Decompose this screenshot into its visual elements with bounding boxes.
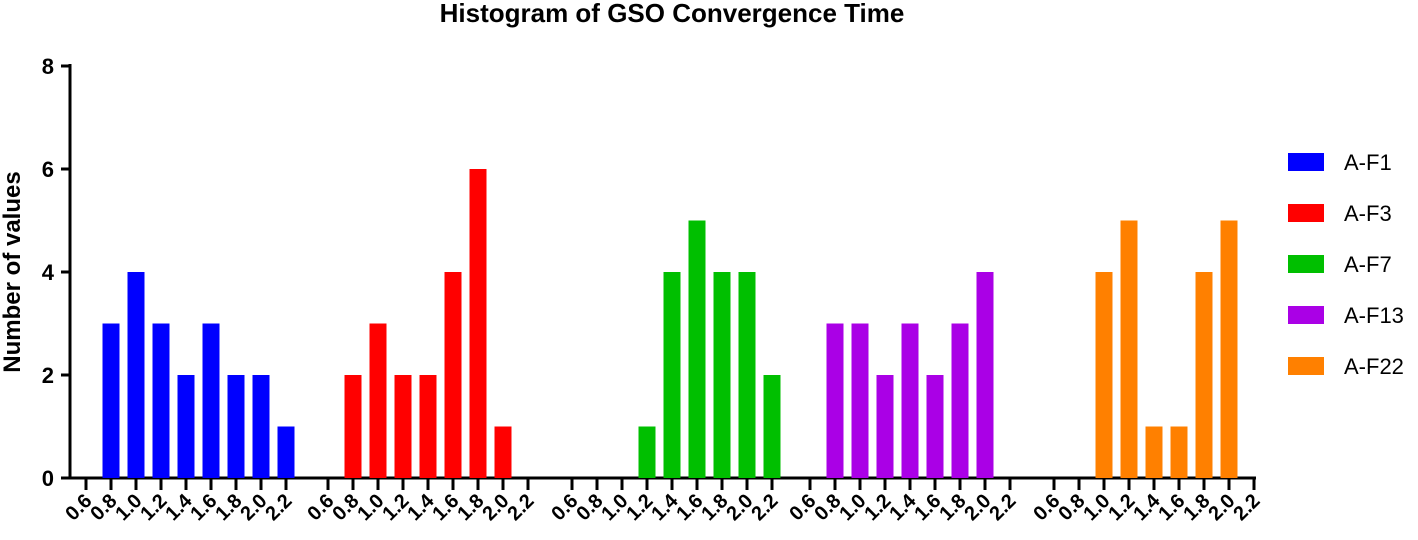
bar-a-f3-bin-1.0 (369, 323, 387, 478)
chart-title: Histogram of GSO Convergence Time (440, 0, 905, 28)
legend: A-F1 A-F3 A-F7 A-F13 A-F22 (1288, 150, 1404, 379)
bar-a-f7-bin-1.6 (688, 220, 706, 478)
x-tick-label: 2.2 (747, 490, 782, 525)
legend-label: A-F1 (1344, 150, 1392, 175)
y-tick-label: 4 (42, 260, 55, 285)
legend-swatch (1288, 255, 1324, 273)
bar-a-f13-bin-0.8 (826, 323, 844, 478)
legend-swatch (1288, 153, 1324, 171)
bar-a-f7-bin-1.8 (713, 272, 731, 478)
bar-a-f3-bin-1.2 (394, 375, 412, 478)
bar-a-f1-bin-1.6 (202, 323, 220, 478)
bar-a-f7-bin-1.4 (663, 272, 681, 478)
y-tick-label: 6 (42, 157, 54, 182)
bar-a-f13-bin-1.6 (926, 375, 944, 478)
bar-a-f1-bin-0.8 (102, 323, 120, 478)
bar-a-f1-bin-1.4 (177, 375, 195, 478)
legend-label: A-F13 (1344, 303, 1404, 328)
legend-label: A-F7 (1344, 252, 1392, 277)
bar-a-f22-bin-1.8 (1195, 272, 1213, 478)
bar-a-f1-bin-1.8 (227, 375, 245, 478)
bar-a-f13-bin-1.0 (851, 323, 869, 478)
bar-a-f1-bin-2.2 (277, 426, 295, 478)
bar-a-f1-bin-2.0 (252, 375, 270, 478)
legend-label: A-F3 (1344, 201, 1392, 226)
legend-swatch (1288, 204, 1324, 222)
bar-a-f22-bin-1.0 (1095, 272, 1113, 478)
bar-a-f22-bin-2.0 (1220, 220, 1238, 478)
y-tick-label: 8 (42, 54, 54, 79)
bar-a-f22-bin-1.6 (1170, 426, 1188, 478)
x-tick-label: 2.2 (261, 490, 296, 525)
bar-a-f13-bin-2.0 (976, 272, 994, 478)
bar-a-f22-bin-1.2 (1120, 220, 1138, 478)
bar-a-f3-bin-1.8 (469, 169, 487, 478)
bar-a-f3-bin-1.6 (444, 272, 462, 478)
y-axis-label: Number of values (0, 171, 26, 372)
x-tick-label: 2.2 (985, 490, 1020, 525)
x-tick-label: 2.2 (1229, 490, 1264, 525)
legend-swatch (1288, 357, 1324, 375)
bar-a-f3-bin-0.8 (344, 375, 362, 478)
y-tick-label: 0 (42, 466, 54, 491)
bar-a-f1-bin-1.0 (127, 272, 145, 478)
bar-a-f13-bin-1.8 (951, 323, 969, 478)
bar-a-f22-bin-1.4 (1145, 426, 1163, 478)
legend-label: A-F22 (1344, 354, 1404, 379)
bar-a-f13-bin-1.4 (901, 323, 919, 478)
bar-a-f1-bin-1.2 (152, 323, 170, 478)
bar-a-f3-bin-2.0 (494, 426, 512, 478)
x-tick-label: 2.2 (503, 490, 538, 525)
bar-a-f3-bin-1.4 (419, 375, 437, 478)
bar-a-f7-bin-2.2 (763, 375, 781, 478)
bar-a-f7-bin-1.2 (638, 426, 656, 478)
bar-a-f7-bin-2.0 (738, 272, 756, 478)
y-tick-label: 2 (42, 363, 54, 388)
legend-swatch (1288, 306, 1324, 324)
bar-a-f13-bin-1.2 (876, 375, 894, 478)
